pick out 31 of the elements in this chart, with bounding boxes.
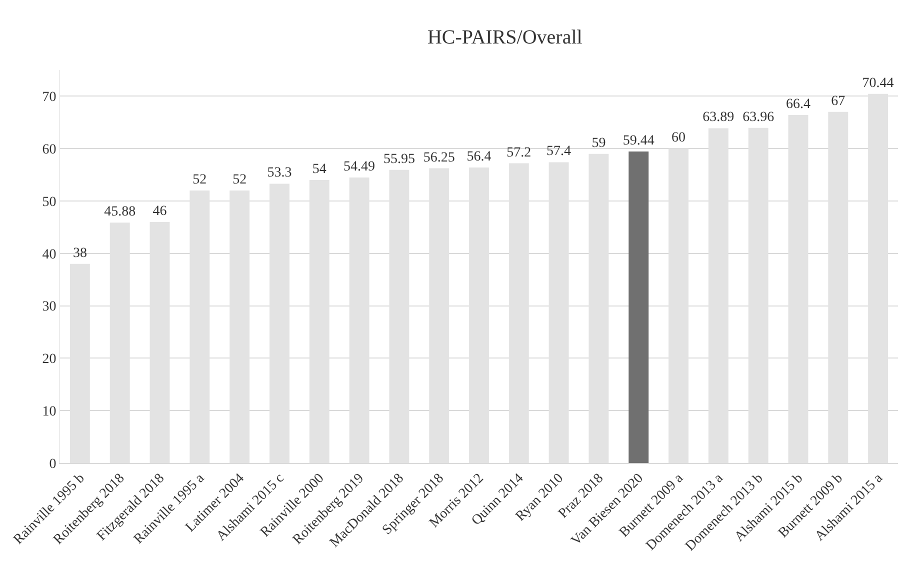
data-label: 54.49 bbox=[344, 159, 376, 174]
y-tick-label: 10 bbox=[42, 404, 56, 420]
y-tick-label: 60 bbox=[42, 142, 56, 158]
data-label: 59 bbox=[592, 136, 606, 151]
y-tick-label: 50 bbox=[42, 194, 56, 210]
y-tick-label: 70 bbox=[42, 90, 56, 106]
data-label: 63.89 bbox=[702, 110, 734, 126]
data-label: 38 bbox=[72, 246, 87, 261]
data-label: 52 bbox=[192, 172, 207, 188]
data-label: 54 bbox=[312, 162, 326, 178]
y-tick-label: 40 bbox=[42, 247, 56, 262]
data-label: 53.3 bbox=[267, 166, 292, 181]
data-label: 63.96 bbox=[742, 110, 774, 125]
data-label: 55.95 bbox=[383, 152, 415, 167]
data-label: 46 bbox=[152, 204, 167, 219]
data-label: 52 bbox=[232, 172, 247, 188]
y-tick-label: 30 bbox=[42, 300, 56, 315]
data-label: 66.4 bbox=[786, 97, 810, 112]
data-label: 45.88 bbox=[104, 204, 136, 220]
data-label: 70.44 bbox=[862, 76, 894, 91]
data-label: 67 bbox=[831, 94, 846, 109]
data-label: 57.4 bbox=[546, 144, 572, 160]
bar bbox=[628, 152, 649, 463]
data-label: 60 bbox=[672, 130, 686, 146]
y-tick-label: 0 bbox=[49, 456, 56, 472]
data-label: 59.44 bbox=[622, 134, 654, 149]
data-label: 56.4 bbox=[466, 149, 492, 164]
data-label: 56.25 bbox=[423, 150, 455, 166]
chart-title: HC-PAIRS/Overall bbox=[427, 26, 583, 48]
data-label: 57.2 bbox=[506, 145, 532, 160]
y-tick-label: 20 bbox=[42, 352, 56, 368]
